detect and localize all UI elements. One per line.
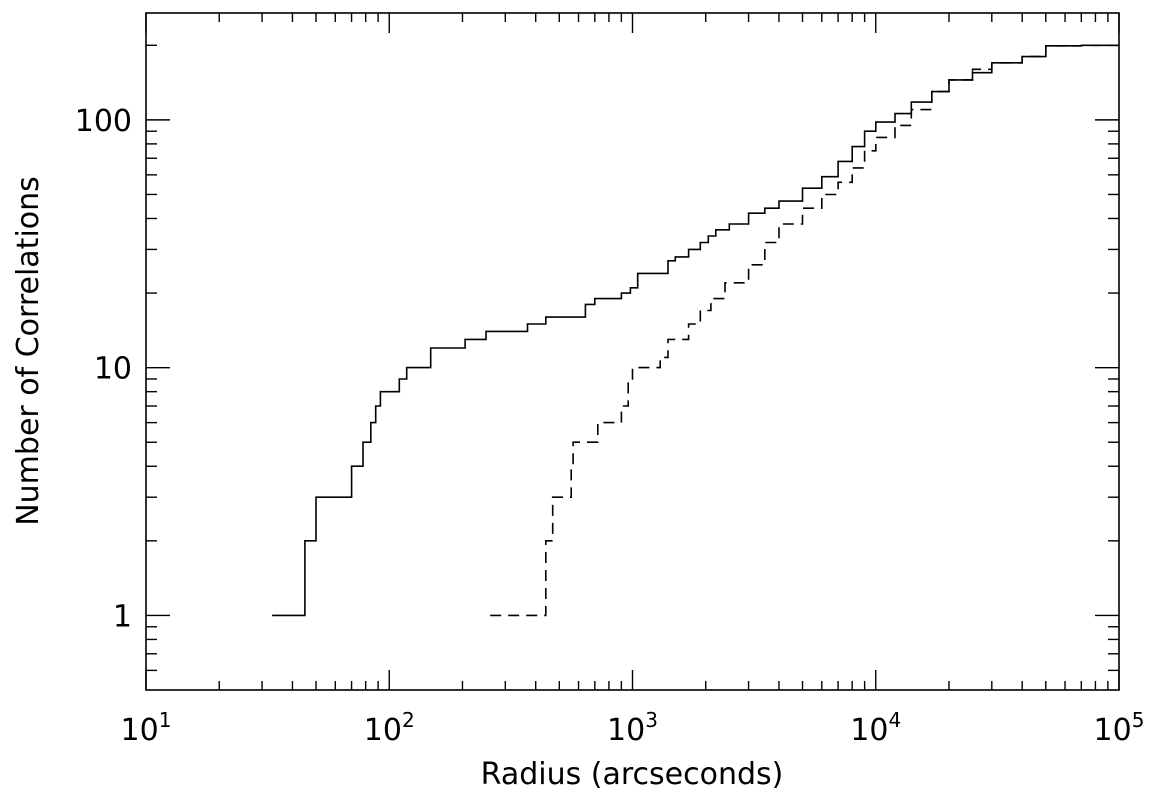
x-axis-ticks — [145, 13, 1120, 690]
x-axis-title: Radius (arcseconds) — [481, 757, 784, 792]
plot-frame — [145, 12, 1120, 691]
x-tick-label: 103 — [607, 708, 658, 748]
series-solid-line — [272, 44, 1119, 617]
x-tick-label: 102 — [364, 708, 415, 748]
series-layer — [272, 44, 1119, 617]
y-tick-label: 100 — [75, 104, 132, 139]
x-tick-label: 104 — [850, 708, 901, 748]
y-tick-label: 1 — [113, 599, 132, 634]
x-axis-tick-labels: 101 102 103 104 105 — [121, 708, 1145, 748]
x-tick-label: 105 — [1094, 708, 1145, 748]
y-axis-title: Number of Correlations — [11, 176, 46, 526]
series-dashed-line — [490, 44, 1119, 617]
y-tick-label: 10 — [94, 352, 132, 387]
y-axis-ticks — [146, 44, 1119, 672]
x-tick-label: 101 — [121, 708, 172, 748]
y-axis-tick-labels: 1 10 100 — [75, 104, 132, 635]
